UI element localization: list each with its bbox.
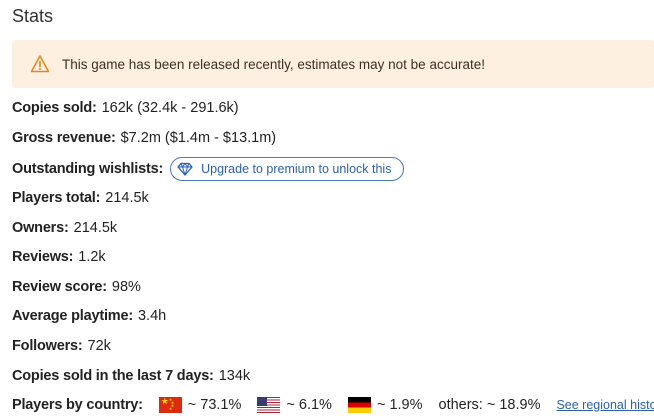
outstanding-wishlists-row: Outstanding wishlists: Upgrade to premiu…: [12, 157, 405, 181]
copies-sold-value: 162k (32.4k - 291.6k): [101, 100, 239, 116]
average-playtime-label: Average playtime:: [12, 308, 133, 324]
see-regional-history-link[interactable]: See regional history: [556, 398, 654, 412]
gross-revenue-value: $7.2m ($1.4m - $13.1m): [120, 130, 277, 146]
copies-last-7-days-label: Copies sold in the last 7 days:: [12, 368, 214, 384]
players-total-row: Players total: 214.5k: [12, 188, 149, 208]
copies-last-7-days-row: Copies sold in the last 7 days: 134k: [12, 366, 250, 386]
country-germany-value: ~ 1.9%: [376, 397, 423, 413]
usa-flag-icon: [257, 397, 281, 413]
copies-sold-row: Copies sold: 162k (32.4k - 291.6k): [12, 98, 239, 118]
review-score-label: Review score:: [12, 279, 107, 295]
followers-row: Followers: 72k: [12, 336, 111, 356]
review-score-row: Review score: 98%: [12, 277, 141, 297]
country-usa: ~ 6.1%: [257, 395, 332, 415]
owners-row: Owners: 214.5k: [12, 218, 117, 238]
reviews-row: Reviews: 1.2k: [12, 247, 106, 267]
country-china-value: ~ 73.1%: [187, 397, 242, 413]
players-total-label: Players total:: [12, 190, 101, 206]
upgrade-premium-label: Upgrade to premium to unlock this: [201, 162, 392, 176]
review-score-value: 98%: [111, 279, 141, 295]
average-playtime-row: Average playtime: 3.4h: [12, 306, 166, 326]
owners-label: Owners:: [12, 220, 69, 236]
reviews-value: 1.2k: [78, 249, 106, 265]
country-china: ★ ★ ★ ★ ★ ~ 73.1%: [158, 395, 242, 415]
players-by-country-label: Players by country:: [12, 397, 143, 413]
diamond-icon: [177, 161, 193, 177]
gross-revenue-label: Gross revenue:: [12, 130, 116, 146]
others-value: others: ~ 18.9%: [438, 397, 541, 413]
country-germany: ~ 1.9%: [347, 395, 423, 415]
players-by-country-row: Players by country: ★ ★ ★ ★ ★ ~ 73.1% ~ …: [12, 395, 654, 415]
germany-flag-icon: [347, 397, 371, 413]
warning-text: This game has been released recently, es…: [62, 56, 485, 72]
followers-value: 72k: [87, 338, 111, 354]
china-flag-icon: ★ ★ ★ ★ ★: [158, 397, 182, 413]
country-usa-value: ~ 6.1%: [286, 397, 332, 413]
outstanding-wishlists-label: Outstanding wishlists:: [12, 161, 164, 177]
players-total-value: 214.5k: [105, 190, 149, 206]
copies-last-7-days-value: 134k: [218, 368, 251, 384]
average-playtime-value: 3.4h: [137, 308, 167, 324]
section-title: Stats: [12, 6, 54, 26]
gross-revenue-row: Gross revenue: $7.2m ($1.4m - $13.1m): [12, 128, 276, 148]
copies-sold-label: Copies sold:: [12, 100, 97, 116]
followers-label: Followers:: [12, 338, 83, 354]
upgrade-premium-button[interactable]: Upgrade to premium to unlock this: [170, 157, 405, 181]
warning-triangle-icon: [30, 54, 50, 74]
warning-banner: This game has been released recently, es…: [12, 40, 654, 88]
reviews-label: Reviews:: [12, 249, 74, 265]
owners-value: 214.5k: [73, 220, 118, 236]
